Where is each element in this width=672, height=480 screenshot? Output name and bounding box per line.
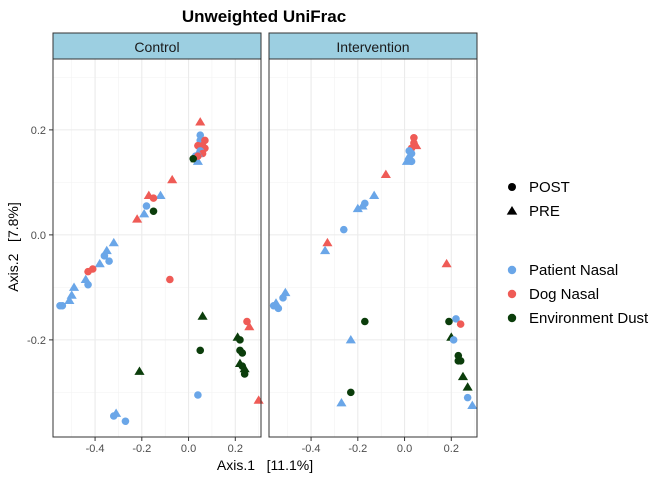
data-point-circle [194, 391, 202, 399]
legend-label: Patient Nasal [529, 262, 618, 279]
legend-label: PRE [529, 203, 560, 220]
data-point-triangle [345, 335, 356, 344]
y-axis-ticks: -0.2 0.0 0.2 [27, 125, 53, 347]
legend-label: Dog Nasal [529, 286, 599, 303]
x-tick-label: -0.4 [302, 443, 321, 455]
y-tick-label: -0.2 [27, 335, 46, 347]
data-point-triangle [280, 287, 291, 297]
data-point-triangle [441, 258, 452, 268]
legend-key-color [507, 289, 517, 299]
data-point-triangle [155, 190, 166, 199]
x-tick-label: 0.2 [228, 443, 243, 455]
legend: POST PRE Patient Nasal Dog Nasal Environment… [506, 179, 649, 327]
data-point-triangle [195, 117, 206, 126]
legend-key-circle [508, 183, 516, 191]
data-point-circle [149, 194, 158, 202]
facet-strip [268, 32, 478, 60]
data-point-circle [445, 317, 453, 326]
data-point-triangle [139, 209, 150, 218]
data-point-circle [196, 346, 205, 355]
data-point-circle [407, 157, 416, 166]
data-point-circle [274, 304, 283, 313]
facet-strip-label: Control [134, 39, 179, 55]
data-point-circle [56, 301, 64, 310]
data-point-triangle [380, 169, 391, 178]
data-point-circle [410, 133, 418, 142]
data-point-circle [166, 275, 174, 284]
y-axis-label: Axis.2 [7.8%] [5, 202, 21, 291]
legend-key-triangle [506, 205, 518, 215]
legend-key-color [507, 265, 517, 275]
data-point-circle [361, 317, 369, 326]
x-tick-label: -0.4 [86, 443, 105, 455]
data-point-triangle [457, 371, 469, 381]
panel-control: Control [52, 32, 264, 438]
data-point-circle [121, 417, 130, 426]
x-tick-label: -0.2 [348, 443, 367, 455]
panel-intervention: Intervention [268, 32, 478, 438]
data-point-triangle [336, 398, 347, 407]
data-point-circle [84, 267, 92, 276]
panel-background [269, 59, 477, 437]
x-tick-label: 0.0 [397, 443, 412, 455]
data-point-circle [456, 320, 465, 328]
legend-label: POST [529, 179, 570, 196]
data-point-triangle [94, 258, 105, 268]
data-point-triangle [320, 245, 331, 255]
facet-strip [52, 32, 262, 60]
data-point-triangle [134, 366, 145, 375]
data-point-circle [346, 388, 355, 397]
data-point-triangle [352, 203, 363, 213]
data-point-circle [449, 336, 458, 344]
data-point-triangle [239, 363, 250, 373]
x-tick-label: -0.2 [132, 443, 151, 455]
panel-background [53, 59, 261, 437]
data-point-circle [279, 294, 287, 302]
facet-strip-label: Intervention [336, 39, 409, 55]
legend-label: Environment Dust [529, 310, 649, 327]
data-point-triangle [369, 190, 380, 199]
x-tick-label: 0.2 [444, 443, 459, 455]
panel-border [52, 58, 262, 438]
data-point-circle [142, 202, 151, 210]
legend-key-color [507, 313, 517, 323]
data-point-circle [240, 370, 249, 378]
data-point-circle [196, 131, 205, 139]
panel-border [268, 58, 478, 438]
data-point-circle [105, 257, 113, 265]
data-point-triangle [167, 174, 178, 184]
data-point-circle [84, 280, 92, 289]
data-point-triangle [322, 237, 333, 247]
data-point-triangle [108, 237, 119, 247]
data-point-triangle [462, 382, 473, 391]
data-point-circle [463, 393, 472, 402]
data-point-circle [109, 412, 118, 420]
data-point-triangle [244, 321, 255, 331]
data-point-circle [238, 349, 247, 357]
data-point-circle [236, 336, 244, 344]
y-tick-label: 0.2 [31, 125, 46, 137]
data-point-triangle [68, 282, 80, 291]
data-point-circle [456, 357, 465, 365]
data-point-circle [452, 315, 460, 323]
data-point-circle [149, 207, 158, 216]
data-point-circle [100, 252, 109, 260]
data-point-triangle [467, 400, 478, 409]
x-axis-label: Axis.1 [11.1%] [217, 457, 313, 473]
data-point-triangle [197, 311, 208, 320]
data-point-triangle [101, 245, 112, 255]
data-point-triangle [64, 295, 75, 304]
data-point-circle [339, 225, 348, 234]
x-axis-ticks: -0.4 -0.2 0.0 0.2 -0.4 -0.2 0.0 0.2 [86, 437, 459, 455]
data-point-circle [189, 154, 198, 163]
data-point-triangle [192, 156, 203, 165]
x-tick-label: 0.0 [181, 443, 196, 455]
chart-title: Unweighted UniFrac [182, 7, 346, 26]
y-tick-label: 0.0 [31, 230, 46, 242]
data-point-triangle [132, 214, 143, 223]
data-point-triangle [80, 274, 91, 283]
